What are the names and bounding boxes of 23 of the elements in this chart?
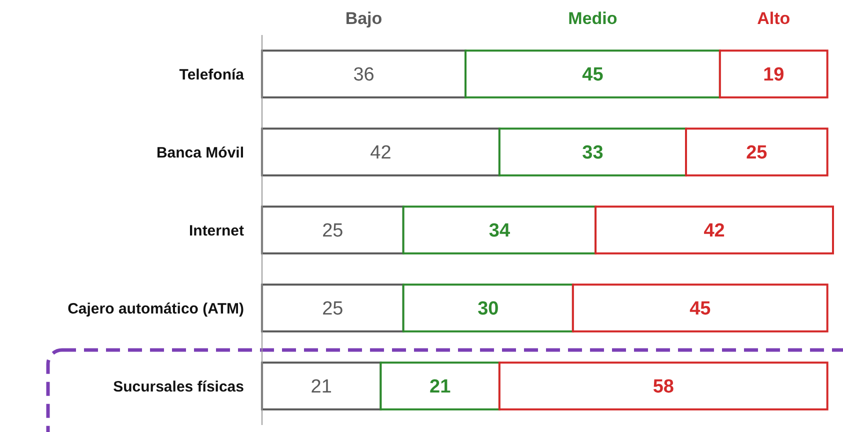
data-label: 34 xyxy=(488,220,510,242)
series-label: Medio xyxy=(568,9,618,28)
y-tick-label: Telefonía xyxy=(179,66,245,84)
y-tick-label: Internet xyxy=(188,222,244,240)
data-label: 19 xyxy=(763,64,784,86)
y-tick-label: Cajero automático (ATM) xyxy=(68,300,244,318)
data-label: 45 xyxy=(582,64,604,86)
data-label: 58 xyxy=(652,376,674,398)
data-label: 21 xyxy=(430,376,452,398)
data-label: 25 xyxy=(322,298,344,320)
series-label: Alto xyxy=(757,9,790,28)
y-tick-label: Sucursales físicas xyxy=(113,378,244,396)
series-label: Bajo xyxy=(345,9,382,28)
data-label: 36 xyxy=(353,64,374,86)
data-label: 45 xyxy=(690,298,712,320)
data-label: 30 xyxy=(478,298,499,320)
y-tick-label: Banca Móvil xyxy=(156,144,244,162)
data-label: 42 xyxy=(704,220,725,242)
data-label: 42 xyxy=(370,142,392,164)
data-label: 25 xyxy=(746,142,768,164)
data-label: 25 xyxy=(322,220,344,242)
data-label: 33 xyxy=(582,142,604,164)
data-label: 21 xyxy=(310,376,332,398)
